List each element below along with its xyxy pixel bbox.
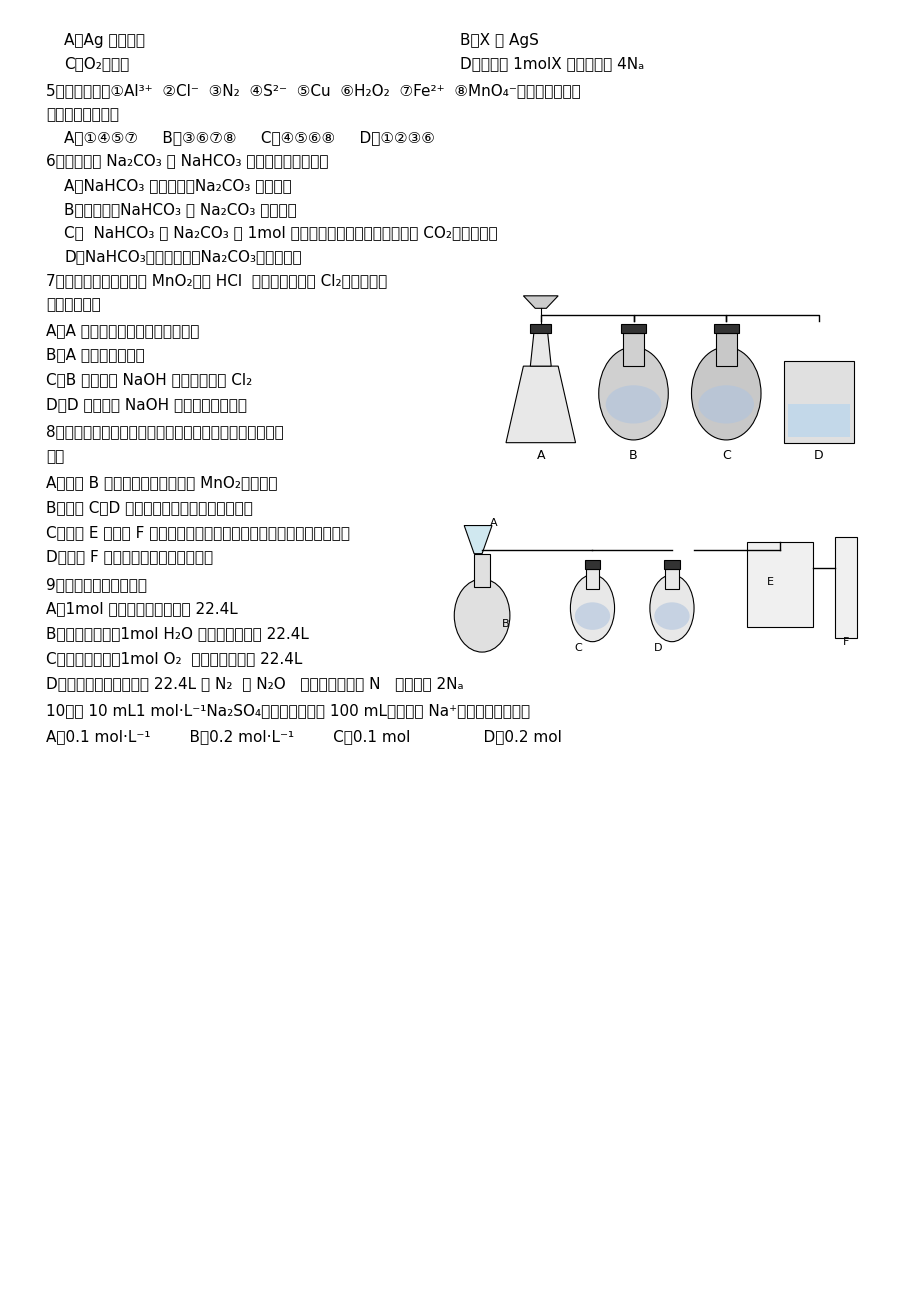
Text: D: D: [653, 643, 662, 652]
Text: A: A: [490, 517, 497, 527]
Bar: [584, 560, 600, 569]
Text: D．标准状况下，体积为 22.4L 的 N₂  和 N₂O   的混合气体，含 N   原子数为 2Nₐ: D．标准状况下，体积为 22.4L 的 N₂ 和 N₂O 的混合气体，含 N 原…: [46, 676, 463, 691]
Text: 的是: 的是: [46, 449, 64, 465]
Polygon shape: [505, 366, 575, 443]
Text: A．0.1 mol·L⁻¹        B．0.2 mol·L⁻¹        C．0.1 mol               D．0.2 mol: A．0.1 mol·L⁻¹ B．0.2 mol·L⁻¹ C．0.1 mol D．…: [46, 729, 562, 745]
Bar: [746, 543, 812, 626]
Bar: [713, 324, 738, 333]
Text: A．烧瓶 B 中制备氯气的反应物为 MnO₂和稀盐酸: A．烧瓶 B 中制备氯气的反应物为 MnO₂和稀盐酸: [46, 475, 278, 491]
Text: D．每生成 1molX 转移电子数 4Nₐ: D．每生成 1molX 转移电子数 4Nₐ: [460, 56, 643, 72]
Text: C．O₂被还原: C．O₂被还原: [64, 56, 130, 72]
Bar: [783, 361, 853, 443]
Text: 9．下列说法中正确的是: 9．下列说法中正确的是: [46, 577, 147, 592]
Text: D: D: [813, 449, 823, 462]
Ellipse shape: [598, 348, 667, 440]
Bar: [473, 553, 490, 587]
Text: B: B: [502, 618, 509, 629]
Bar: [834, 536, 857, 638]
Ellipse shape: [605, 385, 661, 423]
Text: 8．利用下列装置可以制备无水氯化铁。下列有关说法正确: 8．利用下列装置可以制备无水氯化铁。下列有关说法正确: [46, 424, 283, 440]
Text: C: C: [574, 643, 582, 652]
Ellipse shape: [649, 574, 693, 642]
Text: 10．将 10 mL1 mol·L⁻¹Na₂SO₄溶液加水稀释至 100 mL，稀释后 Na⁺的物质的量浓度为: 10．将 10 mL1 mol·L⁻¹Na₂SO₄溶液加水稀释至 100 mL，…: [46, 703, 529, 719]
Text: A．Ag 得到电子: A．Ag 得到电子: [64, 33, 145, 48]
Text: C．B 中盛放的 NaOH 溶液可以净化 Cl₂: C．B 中盛放的 NaOH 溶液可以净化 Cl₂: [46, 372, 252, 388]
Text: 5．下列微粒：①Al³⁺  ②Cl⁻  ③N₂  ④S²⁻  ⑤Cu  ⑥H₂O₂  ⑦Fe²⁺  ⑧MnO₄⁻。既具有氧化性: 5．下列微粒：①Al³⁺ ②Cl⁻ ③N₂ ④S²⁻ ⑤Cu ⑥H₂O₂ ⑦Fe…: [46, 83, 580, 99]
Text: D．NaHCO₃溶液显酸性；Na₂CO₃溶液显碱性: D．NaHCO₃溶液显酸性；Na₂CO₃溶液显碱性: [64, 249, 301, 264]
Text: 中不正确的是: 中不正确的是: [46, 297, 101, 312]
Ellipse shape: [454, 579, 509, 652]
Text: 7．某化学兴趣小组利用 MnO₂和浓 HCl  及如图装置制备 Cl₂。下列分析: 7．某化学兴趣小组利用 MnO₂和浓 HCl 及如图装置制备 Cl₂。下列分析: [46, 273, 387, 289]
Text: B．X 为 AgS: B．X 为 AgS: [460, 33, 539, 48]
Text: A: A: [536, 449, 544, 462]
Bar: [622, 333, 643, 366]
Bar: [529, 324, 550, 333]
Text: 又具有还原性的是: 又具有还原性的是: [46, 107, 119, 122]
Text: A．A 中可用分液漏斗代替长颈漏斗: A．A 中可用分液漏斗代替长颈漏斗: [46, 323, 199, 339]
Text: 6．下列有关 Na₂CO₃ 和 NaHCO₃ 的叙述中，正确的是: 6．下列有关 Na₂CO₃ 和 NaHCO₃ 的叙述中，正确的是: [46, 154, 328, 169]
Text: E: E: [766, 577, 773, 587]
Ellipse shape: [691, 348, 760, 440]
Text: C．  NaHCO₃ 和 Na₂CO₃ 各 1mol 分别与过量盐酸充分反应，产生 CO₂的质量不同: C． NaHCO₃ 和 Na₂CO₃ 各 1mol 分别与过量盐酸充分反应，产生…: [64, 225, 497, 241]
Bar: [585, 569, 598, 589]
Text: A．①④⑤⑦     B．③⑥⑦⑧     C．④⑤⑥⑧     D．①②③⑥: A．①④⑤⑦ B．③⑥⑦⑧ C．④⑤⑥⑧ D．①②③⑥: [64, 130, 435, 146]
Polygon shape: [464, 526, 492, 553]
Ellipse shape: [653, 603, 689, 630]
Text: B．装置 C、D 中分别盛有浓硫酸、饱和食盐水: B．装置 C、D 中分别盛有浓硫酸、饱和食盐水: [46, 500, 253, 516]
Text: C．装置 E 和装置 F 之间需要增加一个干燥装置，才能制得无水氯化铁: C．装置 E 和装置 F 之间需要增加一个干燥装置，才能制得无水氯化铁: [46, 525, 349, 540]
Ellipse shape: [574, 603, 609, 630]
Ellipse shape: [570, 574, 614, 642]
Text: B．A 中缺少加热装置: B．A 中缺少加热装置: [46, 348, 144, 363]
Text: A．NaHCO₃ 俗名纯碱，Na₂CO₃ 俗名苏打: A．NaHCO₃ 俗名纯碱，Na₂CO₃ 俗名苏打: [64, 178, 292, 194]
Text: D．装置 F 的目的是检验有无氯气逸出: D．装置 F 的目的是检验有无氯气逸出: [46, 549, 213, 565]
Text: C．常温常压下，1mol O₂  所占的体积约为 22.4L: C．常温常压下，1mol O₂ 所占的体积约为 22.4L: [46, 651, 302, 667]
Text: D．D 中盛放的 NaOH 溶液可以吸收尾气: D．D 中盛放的 NaOH 溶液可以吸收尾气: [46, 397, 246, 413]
Bar: [620, 324, 645, 333]
Bar: [664, 569, 678, 589]
Text: B．标准状况下，1mol H₂O 所占的体积约为 22.4L: B．标准状况下，1mol H₂O 所占的体积约为 22.4L: [46, 626, 309, 642]
Bar: [715, 333, 736, 366]
Bar: [664, 560, 679, 569]
Bar: [787, 405, 849, 437]
Text: C: C: [721, 449, 730, 462]
Ellipse shape: [698, 385, 754, 423]
Polygon shape: [523, 296, 558, 309]
Polygon shape: [529, 333, 550, 366]
Text: A．1mol 任何气体的体积约是 22.4L: A．1mol 任何气体的体积约是 22.4L: [46, 602, 237, 617]
Text: F: F: [843, 637, 848, 647]
Text: B: B: [629, 449, 637, 462]
Text: B．受热时，NaHCO₃ 比 Na₂CO₃ 容易分解: B．受热时，NaHCO₃ 比 Na₂CO₃ 容易分解: [64, 202, 297, 217]
